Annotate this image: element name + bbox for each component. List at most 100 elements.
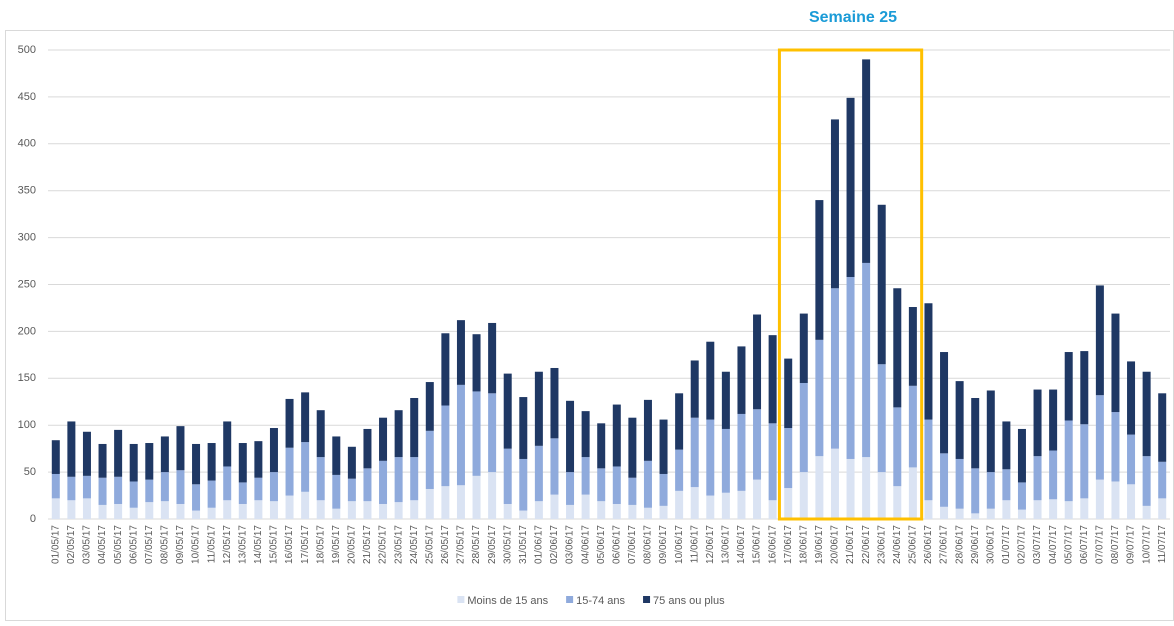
bar-segment bbox=[893, 486, 902, 519]
bar-segment bbox=[238, 443, 247, 483]
x-tick-label: 22/06/17 bbox=[861, 525, 872, 564]
bar-segment bbox=[628, 477, 637, 505]
y-tick-label: 200 bbox=[18, 325, 36, 337]
y-tick-label: 450 bbox=[18, 91, 36, 103]
bar-segment bbox=[1064, 501, 1073, 519]
x-tick-label: 03/06/17 bbox=[565, 525, 576, 564]
bar-segment bbox=[1142, 456, 1151, 506]
bar-segment bbox=[940, 453, 949, 507]
bar-segment bbox=[347, 501, 356, 519]
x-tick-label: 20/06/17 bbox=[830, 525, 841, 564]
bar-segment bbox=[285, 495, 294, 519]
bar-segment bbox=[1064, 352, 1073, 421]
bar-segment bbox=[955, 381, 964, 459]
bar-segment bbox=[612, 503, 621, 519]
bar-segment bbox=[924, 500, 933, 519]
x-tick-label: 23/06/17 bbox=[876, 525, 887, 564]
bar-segment bbox=[425, 430, 434, 489]
bar-segment bbox=[379, 417, 388, 461]
bar-segment bbox=[566, 504, 575, 519]
bar-segment bbox=[550, 494, 559, 519]
bar-segment bbox=[1142, 371, 1151, 457]
bar-segment bbox=[830, 119, 839, 289]
bar-segment bbox=[269, 472, 278, 502]
bar-segment bbox=[441, 486, 450, 519]
bar-segment bbox=[363, 501, 372, 519]
bar-segment bbox=[737, 413, 746, 491]
bar-segment bbox=[1017, 509, 1026, 519]
x-tick-label: 08/06/17 bbox=[643, 525, 654, 564]
bar-segment bbox=[285, 398, 294, 448]
bar-segment bbox=[114, 503, 123, 519]
bar-segment bbox=[971, 513, 980, 519]
bar-segment bbox=[1158, 393, 1167, 462]
bar-segment bbox=[456, 384, 465, 486]
bar-segment bbox=[1127, 361, 1136, 435]
x-tick-label: 06/05/17 bbox=[128, 525, 139, 564]
bar-segment bbox=[145, 443, 154, 480]
bar-segment bbox=[82, 498, 91, 519]
x-tick-label: 02/07/17 bbox=[1017, 525, 1028, 564]
bar-segment bbox=[410, 457, 419, 501]
x-tick-label: 01/07/17 bbox=[1001, 525, 1012, 564]
bar-segment bbox=[223, 466, 232, 501]
x-tick-label: 08/05/17 bbox=[160, 525, 171, 564]
bar-segment bbox=[254, 441, 263, 478]
x-tick-label: 31/05/17 bbox=[518, 525, 529, 564]
x-tick-label: 02/05/17 bbox=[66, 525, 77, 564]
x-tick-label: 12/06/17 bbox=[705, 525, 716, 564]
bar-segment bbox=[379, 503, 388, 519]
bar-segment bbox=[799, 382, 808, 473]
bar-segment bbox=[597, 468, 606, 502]
bar-segment bbox=[332, 474, 341, 509]
bar-segment bbox=[721, 371, 730, 429]
x-tick-label: 18/06/17 bbox=[798, 525, 809, 564]
y-tick-label: 300 bbox=[18, 232, 36, 244]
x-tick-label: 08/07/17 bbox=[1110, 525, 1121, 564]
bar-segment bbox=[51, 440, 60, 474]
bar-segment bbox=[129, 481, 138, 508]
x-tick-label: 19/06/17 bbox=[814, 525, 825, 564]
bar-segment bbox=[1095, 285, 1104, 396]
x-tick-label: 04/07/17 bbox=[1048, 525, 1059, 564]
x-tick-label: 09/07/17 bbox=[1126, 525, 1137, 564]
bar-segment bbox=[815, 200, 824, 340]
bar-segment bbox=[1049, 499, 1058, 519]
legend-label: 15-74 ans bbox=[576, 595, 625, 607]
bar-segment bbox=[207, 443, 216, 481]
bar-segment bbox=[441, 333, 450, 406]
bar-segment bbox=[612, 404, 621, 467]
bar-segment bbox=[550, 438, 559, 495]
bar-segment bbox=[1017, 482, 1026, 510]
bar-segment bbox=[316, 457, 325, 501]
bar-segment bbox=[379, 460, 388, 504]
bar-segment bbox=[877, 472, 886, 519]
bar-segment bbox=[207, 480, 216, 508]
bar-segment bbox=[254, 500, 263, 519]
bar-segment bbox=[472, 391, 481, 476]
x-tick-label: 10/06/17 bbox=[674, 525, 685, 564]
bar-segment bbox=[285, 447, 294, 496]
bar-segment bbox=[238, 482, 247, 504]
bar-segment bbox=[1033, 500, 1042, 519]
bar-segment bbox=[1095, 395, 1104, 480]
bar-segment bbox=[1064, 420, 1073, 502]
bar-segment bbox=[51, 498, 60, 519]
bar-segment bbox=[659, 505, 668, 519]
bar-segment bbox=[145, 502, 154, 519]
bar-segment bbox=[784, 358, 793, 429]
y-tick-label: 150 bbox=[18, 372, 36, 384]
x-tick-label: 04/05/17 bbox=[97, 525, 108, 564]
x-tick-label: 26/05/17 bbox=[440, 525, 451, 564]
y-tick-label: 0 bbox=[30, 513, 36, 525]
bar-segment bbox=[597, 501, 606, 519]
bar-segment bbox=[784, 488, 793, 519]
bar-segment bbox=[768, 500, 777, 519]
bar-segment bbox=[955, 458, 964, 509]
bar-segment bbox=[207, 507, 216, 519]
bar-segment bbox=[394, 410, 403, 458]
legend-swatch bbox=[643, 596, 651, 603]
bar-segment bbox=[534, 445, 543, 502]
bar-segment bbox=[581, 457, 590, 495]
bar-segment bbox=[129, 443, 138, 482]
